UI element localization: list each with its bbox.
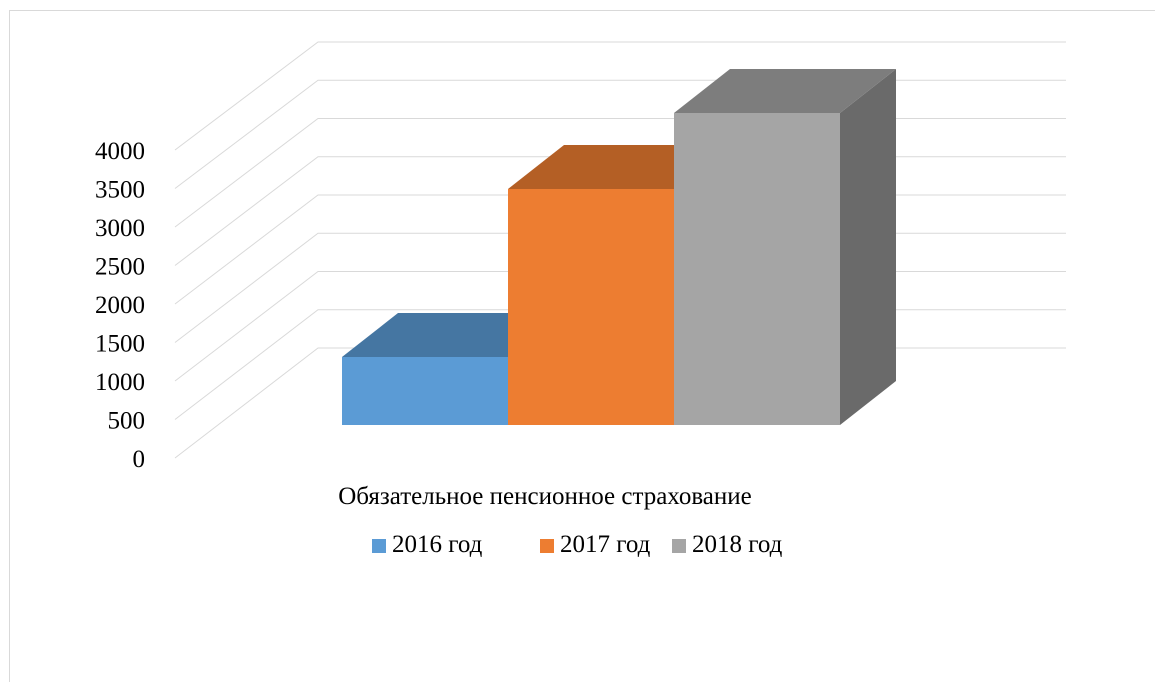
y-tick-label: 1500 [95,331,145,358]
legend: 2016 год 2017 год 2018 год [372,531,783,558]
y-tick-label: 2500 [95,254,145,281]
legend-label: 2017 год [560,531,651,558]
y-tick-label: 500 [108,408,146,435]
bar-side-face [840,69,896,425]
y-tick-label: 2000 [95,292,145,319]
legend-swatch [540,539,554,553]
y-tick-label: 4000 [95,138,145,165]
legend-swatch [372,539,386,553]
bar-front-face [342,357,508,425]
y-axis-tick-labels: 0 500 1000 1500 2000 2500 3000 3500 4000 [95,138,145,473]
y-tick-label: 3000 [95,215,145,242]
legend-label: 2016 год [392,531,483,558]
category-label: Обязательное пенсионное страхование [338,483,752,510]
bars [342,69,896,425]
bar-2018-год [674,69,896,425]
legend-label: 2018 год [692,531,783,558]
bar-top-face [674,69,896,113]
gridline [174,41,1066,151]
legend-swatch [672,539,686,553]
bar-front-face [508,189,674,425]
y-tick-label: 0 [133,446,146,473]
bar-front-face [674,113,840,425]
y-tick-label: 1000 [95,369,145,396]
y-tick-label: 3500 [95,177,145,204]
